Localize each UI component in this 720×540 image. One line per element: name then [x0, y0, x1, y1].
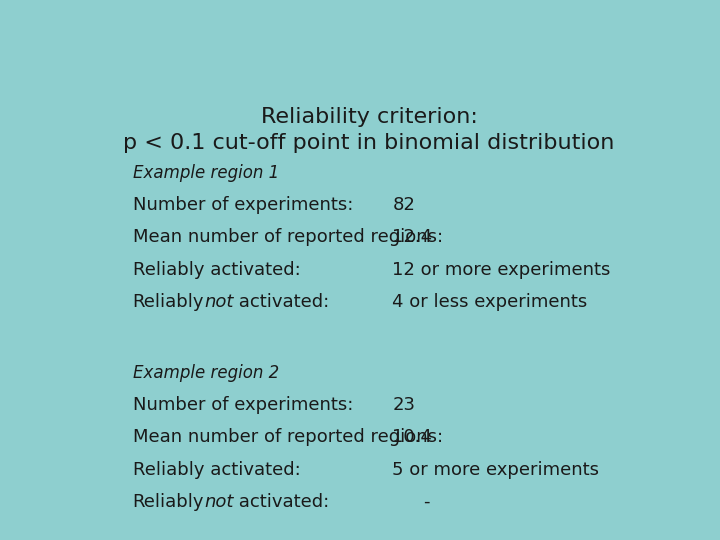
Text: activated:: activated: — [233, 293, 330, 311]
Text: activated:: activated: — [233, 493, 330, 511]
Text: Reliably: Reliably — [132, 293, 204, 311]
Text: 12.4: 12.4 — [392, 228, 433, 246]
Text: 5 or more experiments: 5 or more experiments — [392, 461, 599, 479]
Text: Mean number of reported regions:: Mean number of reported regions: — [132, 228, 443, 246]
Text: not: not — [204, 293, 233, 311]
Text: Mean number of reported regions:: Mean number of reported regions: — [132, 428, 443, 447]
Text: Reliably activated:: Reliably activated: — [132, 461, 300, 479]
Text: -: - — [423, 493, 430, 511]
Text: Reliably: Reliably — [132, 493, 204, 511]
Text: 4 or less experiments: 4 or less experiments — [392, 293, 588, 311]
Text: Number of experiments:: Number of experiments: — [132, 196, 353, 214]
Text: not: not — [204, 493, 233, 511]
Text: 23: 23 — [392, 396, 415, 414]
Text: Example region 2: Example region 2 — [132, 364, 279, 382]
Text: Number of experiments:: Number of experiments: — [132, 396, 353, 414]
Text: Example region 1: Example region 1 — [132, 164, 279, 181]
Text: Reliably activated:: Reliably activated: — [132, 261, 300, 279]
Text: 10.4: 10.4 — [392, 428, 432, 447]
Text: 12 or more experiments: 12 or more experiments — [392, 261, 611, 279]
Text: 82: 82 — [392, 196, 415, 214]
Text: Reliability criterion:
p < 0.1 cut-off point in binomial distribution: Reliability criterion: p < 0.1 cut-off p… — [123, 107, 615, 153]
